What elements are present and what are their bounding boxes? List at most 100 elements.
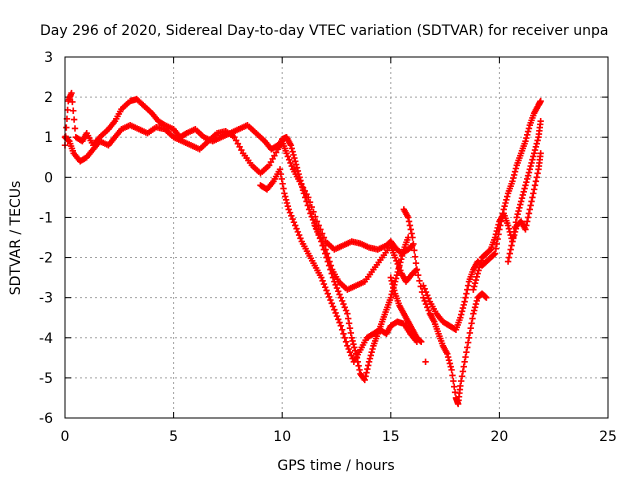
data-point xyxy=(492,245,500,252)
data-point xyxy=(325,293,333,301)
data-point xyxy=(331,278,338,285)
data-point xyxy=(473,273,481,281)
data-point xyxy=(512,225,520,232)
data-point xyxy=(391,287,398,294)
data-point xyxy=(505,225,513,232)
data-point xyxy=(463,349,470,356)
data-point xyxy=(349,337,356,345)
data-point xyxy=(530,153,537,160)
data-point xyxy=(463,290,470,297)
data-point xyxy=(324,258,332,265)
data-point xyxy=(287,142,295,149)
data-point xyxy=(414,272,422,279)
data-point xyxy=(346,349,354,356)
data-point xyxy=(70,107,77,114)
data-point xyxy=(461,298,468,305)
series-track-c xyxy=(257,166,421,366)
data-point xyxy=(511,228,519,236)
data-point xyxy=(267,158,275,166)
data-point xyxy=(362,373,369,380)
data-point xyxy=(322,250,329,257)
data-point xyxy=(444,353,452,361)
data-point xyxy=(345,315,352,322)
data-point xyxy=(528,198,535,205)
data-point xyxy=(516,204,523,212)
data-point xyxy=(411,253,419,260)
data-point xyxy=(527,162,534,170)
data-point xyxy=(287,159,294,167)
data-point xyxy=(504,193,511,200)
data-point xyxy=(399,249,407,256)
data-point xyxy=(369,345,376,353)
data-point xyxy=(319,242,326,249)
data-point xyxy=(408,230,415,237)
data-point xyxy=(457,311,465,318)
data-point xyxy=(458,308,466,315)
data-point xyxy=(351,344,358,351)
data-point xyxy=(348,334,355,341)
data-point xyxy=(449,372,456,379)
data-point xyxy=(524,175,531,183)
data-point xyxy=(475,267,482,274)
data-point xyxy=(406,222,414,229)
data-point xyxy=(329,303,337,310)
data-point xyxy=(297,177,304,184)
data-point xyxy=(534,170,541,177)
data-point xyxy=(482,293,489,301)
data-point xyxy=(424,292,431,299)
data-points xyxy=(61,89,544,408)
data-point xyxy=(342,338,350,345)
data-point xyxy=(282,193,289,200)
data-point xyxy=(514,211,521,218)
data-point xyxy=(279,180,286,187)
data-point xyxy=(472,276,480,284)
data-point xyxy=(422,288,430,296)
data-point xyxy=(471,280,479,287)
data-point xyxy=(523,134,530,142)
data-point xyxy=(341,334,348,341)
data-point xyxy=(272,149,280,156)
data-point xyxy=(364,365,371,373)
data-point xyxy=(296,174,303,181)
data-point xyxy=(338,326,346,333)
data-point xyxy=(298,183,306,191)
data-point xyxy=(398,252,406,260)
data-point xyxy=(457,314,464,321)
data-point xyxy=(283,150,290,157)
data-point xyxy=(284,153,292,160)
data-point xyxy=(289,215,296,223)
data-point xyxy=(507,246,514,253)
data-point xyxy=(327,266,334,273)
data-point xyxy=(392,275,400,282)
data-point xyxy=(350,340,357,348)
data-point xyxy=(63,124,70,131)
data-point xyxy=(532,178,540,185)
data-point xyxy=(464,282,472,289)
data-point xyxy=(501,203,508,210)
data-point xyxy=(421,285,428,293)
data-point xyxy=(393,272,401,279)
data-point xyxy=(476,263,483,271)
data-point xyxy=(65,137,72,144)
data-point xyxy=(425,307,432,314)
x-tick-label: 20 xyxy=(490,429,508,445)
data-point xyxy=(407,226,414,233)
data-point xyxy=(505,254,513,261)
data-point xyxy=(308,213,315,220)
data-point xyxy=(323,287,330,294)
data-point xyxy=(333,312,341,320)
data-point xyxy=(527,202,534,209)
data-point xyxy=(522,182,529,189)
data-point xyxy=(363,369,370,376)
data-point xyxy=(510,231,518,239)
data-point xyxy=(503,196,510,203)
data-point xyxy=(70,116,78,123)
data-point xyxy=(460,363,467,370)
data-point xyxy=(391,254,399,261)
data-point xyxy=(331,306,338,313)
data-point xyxy=(337,294,345,301)
x-tick-label: 5 xyxy=(169,429,178,445)
data-point xyxy=(345,320,353,327)
data-point xyxy=(338,297,346,305)
data-point xyxy=(526,206,534,213)
